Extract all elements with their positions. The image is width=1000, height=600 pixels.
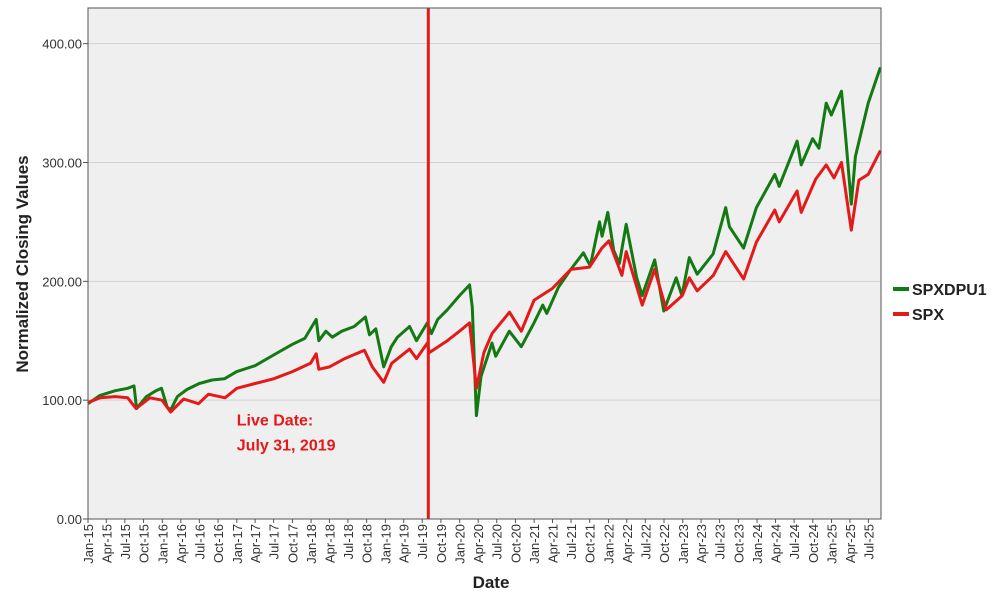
x-tick-label: Apr-24 [769, 524, 784, 563]
x-tick-label: Jan-16 [155, 524, 170, 564]
x-axis: Jan-15 Apr-15 Jul-15 Oct-15 Jan-16 Apr-16 Jul-… [81, 519, 876, 564]
x-tick-label: Oct-17 [285, 524, 300, 563]
y-axis-title: Normalized Closing Values [13, 155, 32, 372]
annotation-line: Live Date: [237, 413, 313, 430]
x-tick-label: Apr-25 [843, 524, 858, 563]
x-tick-label: Oct-22 [657, 524, 672, 563]
x-axis-title: Date [473, 573, 510, 592]
x-tick-label: Jul-20 [490, 524, 505, 559]
x-tick-label: Jul-21 [564, 524, 579, 559]
x-tick-label: Jul-15 [118, 524, 133, 559]
x-tick-label: Apr-22 [620, 524, 635, 563]
y-tick-label: 100.00 [42, 393, 82, 408]
x-tick-label: Apr-17 [248, 524, 263, 563]
y-tick-label: 400.00 [42, 37, 82, 52]
gridlines [88, 43, 881, 401]
x-tick-label: Jan-17 [230, 524, 245, 564]
x-tick-label: Jan-25 [825, 524, 840, 564]
y-tick-label: 0.00 [57, 512, 82, 527]
x-tick-label: Oct-20 [508, 524, 523, 563]
x-tick-label: Jul-23 [713, 524, 728, 559]
x-tick-label: Jul-25 [861, 524, 876, 559]
x-tick-label: Jul-22 [638, 524, 653, 559]
x-tick-label: Apr-16 [174, 524, 189, 563]
live-date-annotation: Live Date: July 31, 2019 [237, 413, 336, 455]
x-tick-label: Oct-19 [434, 524, 449, 563]
x-tick-label: Jul-17 [267, 524, 282, 559]
series-line-spx [87, 149, 882, 414]
x-tick-label: Oct-18 [360, 524, 375, 563]
series-line-spxdpu1 [87, 66, 882, 418]
legend-label: SPX [912, 307, 944, 324]
x-tick-label: Jan-23 [676, 524, 691, 564]
annotation-line: July 31, 2019 [237, 438, 336, 455]
x-tick-label: Oct-24 [806, 524, 821, 563]
x-tick-label: Jul-19 [415, 524, 430, 559]
y-tick-label: 300.00 [42, 155, 82, 170]
x-tick-label: Oct-15 [137, 524, 152, 563]
x-tick-label: Jan-18 [304, 524, 319, 564]
x-tick-label: Oct-21 [583, 524, 598, 563]
x-tick-label: Jan-21 [527, 524, 542, 564]
x-tick-label: Jan-19 [378, 524, 393, 564]
x-tick-label: Oct-16 [211, 524, 226, 563]
y-tick-label: 200.00 [42, 274, 82, 289]
y-axis: 0.00 100.00 200.00 300.00 400.00 [42, 37, 88, 527]
plot-background [88, 8, 881, 519]
x-tick-label: Oct-23 [731, 524, 746, 563]
x-tick-label: Jul-18 [341, 524, 356, 559]
x-tick-label: Jan-24 [750, 524, 765, 564]
x-tick-label: Apr-21 [545, 524, 560, 563]
x-tick-label: Apr-18 [322, 524, 337, 563]
series-layer [87, 66, 882, 418]
plot-frame [87, 7, 882, 520]
x-tick-label: Jan-15 [81, 524, 96, 564]
x-tick-label: Jan-20 [453, 524, 468, 564]
x-tick-label: Apr-19 [397, 524, 412, 563]
legend-label: SPXDPU1 [912, 282, 987, 299]
x-tick-label: Apr-15 [99, 524, 114, 563]
x-tick-label: Jul-16 [192, 524, 207, 559]
x-tick-label: Jan-22 [601, 524, 616, 564]
x-tick-label: Apr-20 [471, 524, 486, 563]
x-tick-label: Apr-23 [694, 524, 709, 563]
x-tick-label: Jul-24 [787, 524, 802, 559]
legend: SPXDPU1 SPX [893, 282, 987, 324]
